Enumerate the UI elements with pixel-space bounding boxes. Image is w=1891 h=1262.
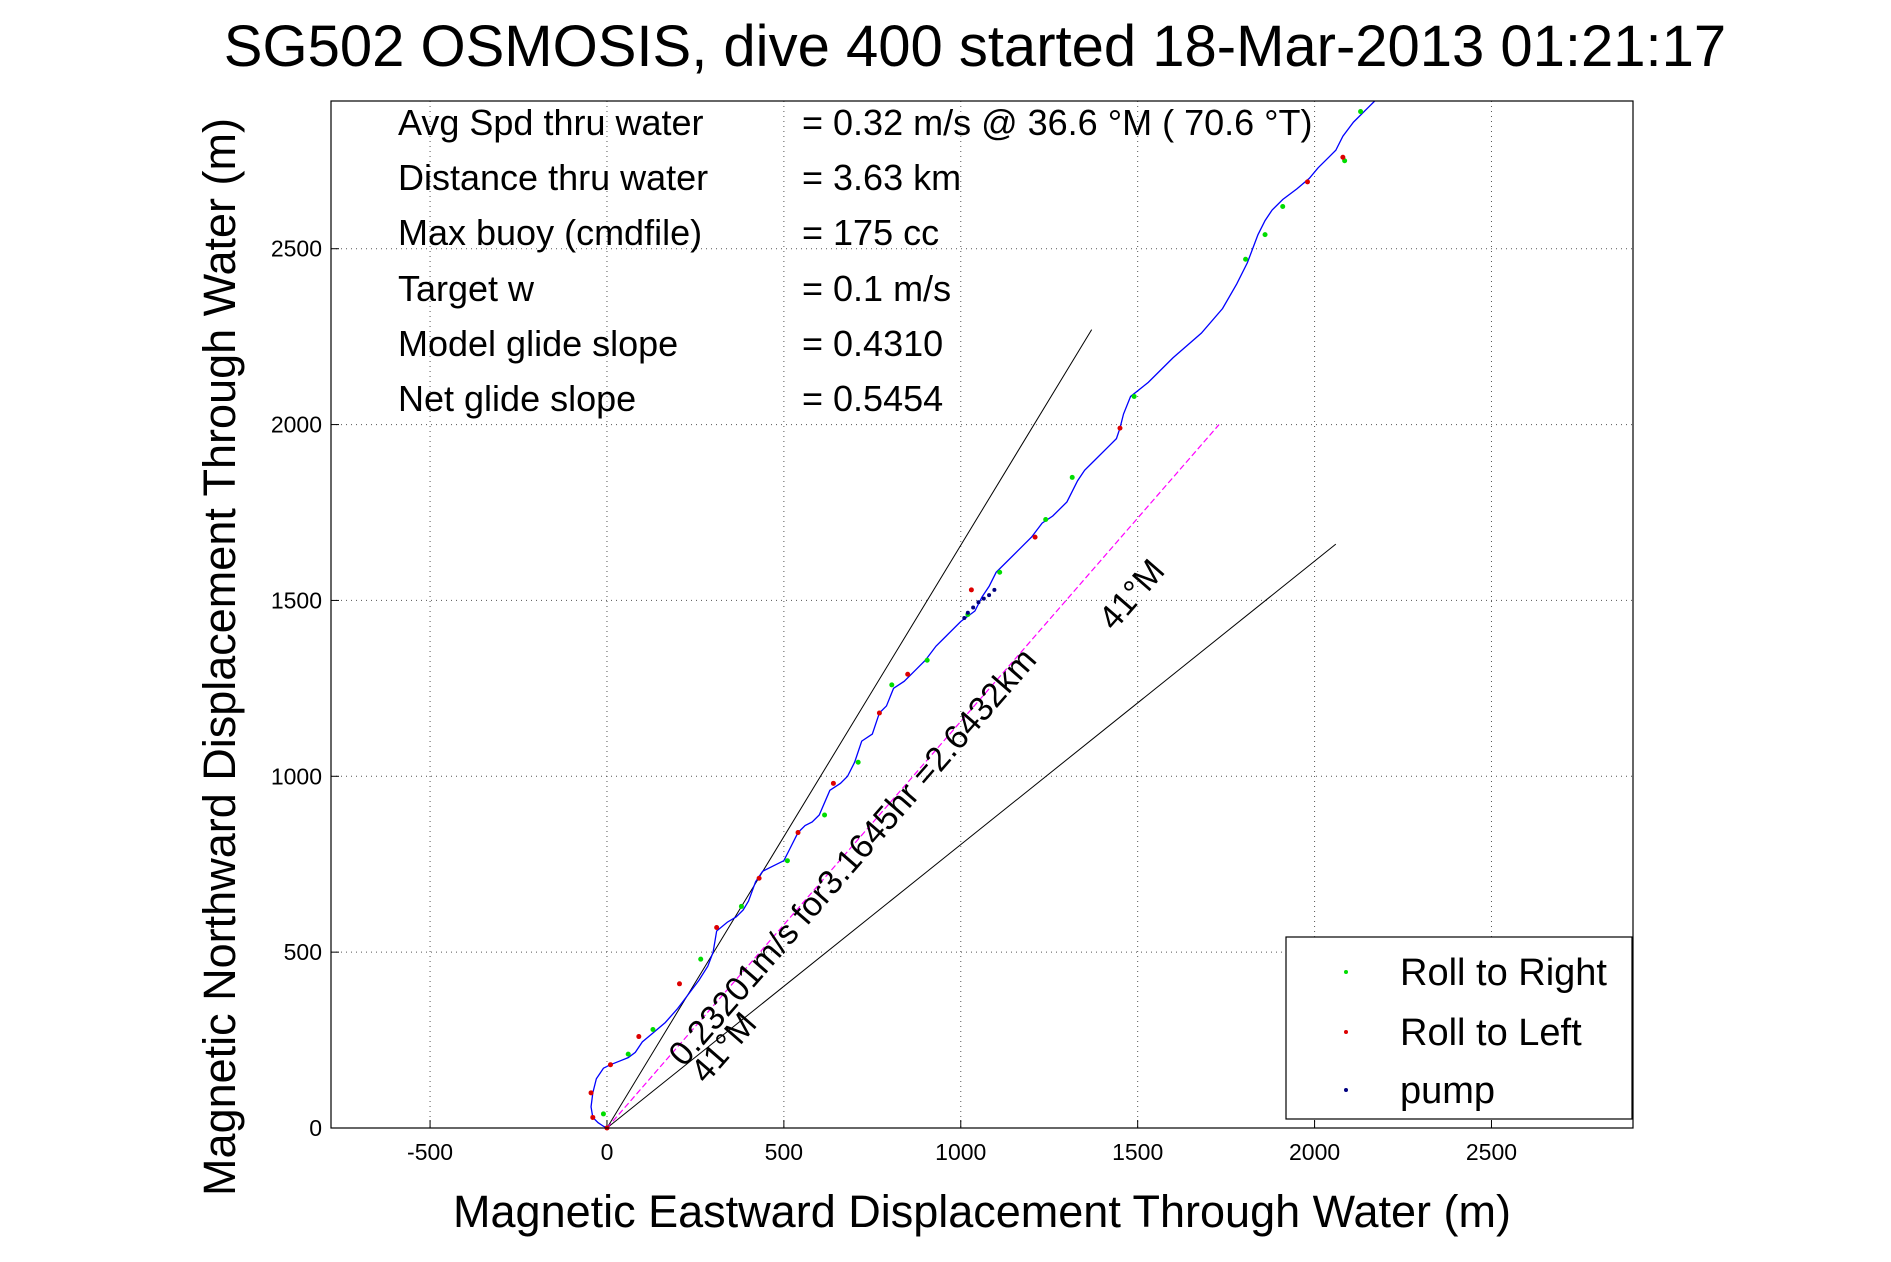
x-tick-label: 2000 [1289, 1139, 1340, 1165]
roll-left-point [676, 981, 682, 987]
legend-marker-roll-left [1344, 1030, 1348, 1034]
y-tick-label: 1000 [271, 763, 322, 789]
roll-left-point [1305, 179, 1310, 185]
pump-point [987, 593, 992, 598]
y-tick-label: 1500 [271, 587, 322, 613]
x-tick-label: -500 [407, 1139, 453, 1165]
y-tick-label: 2500 [271, 236, 322, 262]
x-tick-label: 1000 [935, 1139, 986, 1165]
roll-right-point [600, 1111, 606, 1117]
roll-left-point [876, 710, 882, 716]
track-line [590, 100, 1376, 1129]
marker-series [588, 109, 1364, 1131]
roll-left-point [795, 830, 801, 836]
roll-left-point [1117, 425, 1123, 431]
roll-right-point [889, 682, 895, 688]
roll-right-point [1043, 517, 1049, 523]
roll-right-point [1262, 232, 1268, 238]
roll-right-point [650, 1027, 656, 1033]
heading-reference-line [606, 543, 1337, 1129]
roll-left-point [756, 875, 762, 881]
stat-value-target-w: = 0.1 m/s [802, 268, 951, 309]
roll-left-point [1340, 154, 1346, 160]
pump-point [992, 587, 997, 592]
stat-label-max-buoy: Max buoy (cmdfile) [398, 212, 702, 253]
roll-left-point [588, 1090, 594, 1096]
legend-label-roll-left: Roll to Left [1400, 1012, 1582, 1054]
y-tick-label: 0 [309, 1115, 322, 1141]
roll-right-point [625, 1051, 631, 1057]
stat-value-distance: = 3.63 km [802, 157, 961, 198]
roll-right-point [1131, 393, 1137, 399]
roll-right-point [822, 812, 828, 818]
x-tick-label: 2500 [1466, 1139, 1517, 1165]
legend-marker-roll-right [1344, 970, 1348, 974]
x-axis-label: Magnetic Eastward Displacement Through W… [453, 1186, 1511, 1237]
pump-point [962, 616, 967, 621]
roll-right-point [997, 569, 1003, 575]
x-tick-label: 1500 [1112, 1139, 1163, 1165]
legend-marker-pump [1344, 1088, 1348, 1092]
pump-point [965, 610, 970, 615]
pump-point [981, 596, 986, 601]
stat-label-net-glide: Net glide slope [398, 378, 636, 419]
x-tick-label: 500 [765, 1139, 803, 1165]
roll-left-point [590, 1114, 596, 1120]
stats-block: Avg Spd thru water = 0.32 m/s @ 36.6 °M … [398, 102, 1313, 419]
pump-point [971, 605, 976, 610]
model-line [606, 424, 1220, 1129]
x-tick-labels: -500 0 500 1000 1500 2000 2500 [407, 1139, 1517, 1165]
legend-box [1285, 936, 1633, 1120]
stat-value-avg-spd: = 0.32 m/s @ 36.6 °M ( 70.6 °T) [802, 102, 1313, 143]
y-tick-label: 500 [284, 939, 322, 965]
x-tick-label: 0 [601, 1139, 614, 1165]
model-glide-line [606, 424, 1220, 1129]
y-axis-label: Magnetic Northward Displacement Through … [194, 118, 245, 1196]
roll-right-point [1280, 204, 1286, 210]
axes-box [330, 100, 1634, 1129]
roll-left-point [1032, 534, 1038, 540]
chart-title: SG502 OSMOSIS, dive 400 started 18-Mar-2… [224, 14, 1726, 79]
roll-left-point [636, 1034, 642, 1040]
stat-value-max-buoy: = 175 cc [802, 212, 939, 253]
y-tick-labels: 0 500 1000 1500 2000 2500 [271, 236, 322, 1141]
stat-label-model-glide: Model glide slope [398, 323, 678, 364]
roll-left-point [905, 671, 911, 677]
roll-right-point [924, 657, 930, 663]
roll-left-point [608, 1062, 614, 1068]
legend: Roll to Right Roll to Left pump [1285, 936, 1633, 1120]
roll-right-point [1243, 256, 1249, 262]
roll-right-point [738, 903, 744, 909]
stat-label-target-w: Target w [398, 268, 535, 309]
stat-label-avg-spd: Avg Spd thru water [398, 102, 704, 143]
roll-right-point [1358, 109, 1364, 115]
stat-value-net-glide: = 0.5454 [802, 378, 943, 419]
y-tick-label: 2000 [271, 412, 322, 438]
roll-right-point [784, 858, 790, 864]
roll-right-point [1069, 474, 1075, 480]
legend-label-roll-right: Roll to Right [1400, 952, 1607, 994]
roll-right-point [855, 759, 861, 765]
roll-left-point [714, 925, 720, 931]
roll-left-point [968, 587, 974, 593]
stat-value-model-glide: = 0.4310 [802, 323, 943, 364]
track-series [590, 100, 1376, 1129]
legend-label-pump: pump [1400, 1070, 1495, 1112]
roll-left-point [830, 780, 836, 786]
stat-label-distance: Distance thru water [398, 157, 708, 198]
roll-right-point [698, 956, 704, 962]
pump-point [976, 600, 981, 605]
